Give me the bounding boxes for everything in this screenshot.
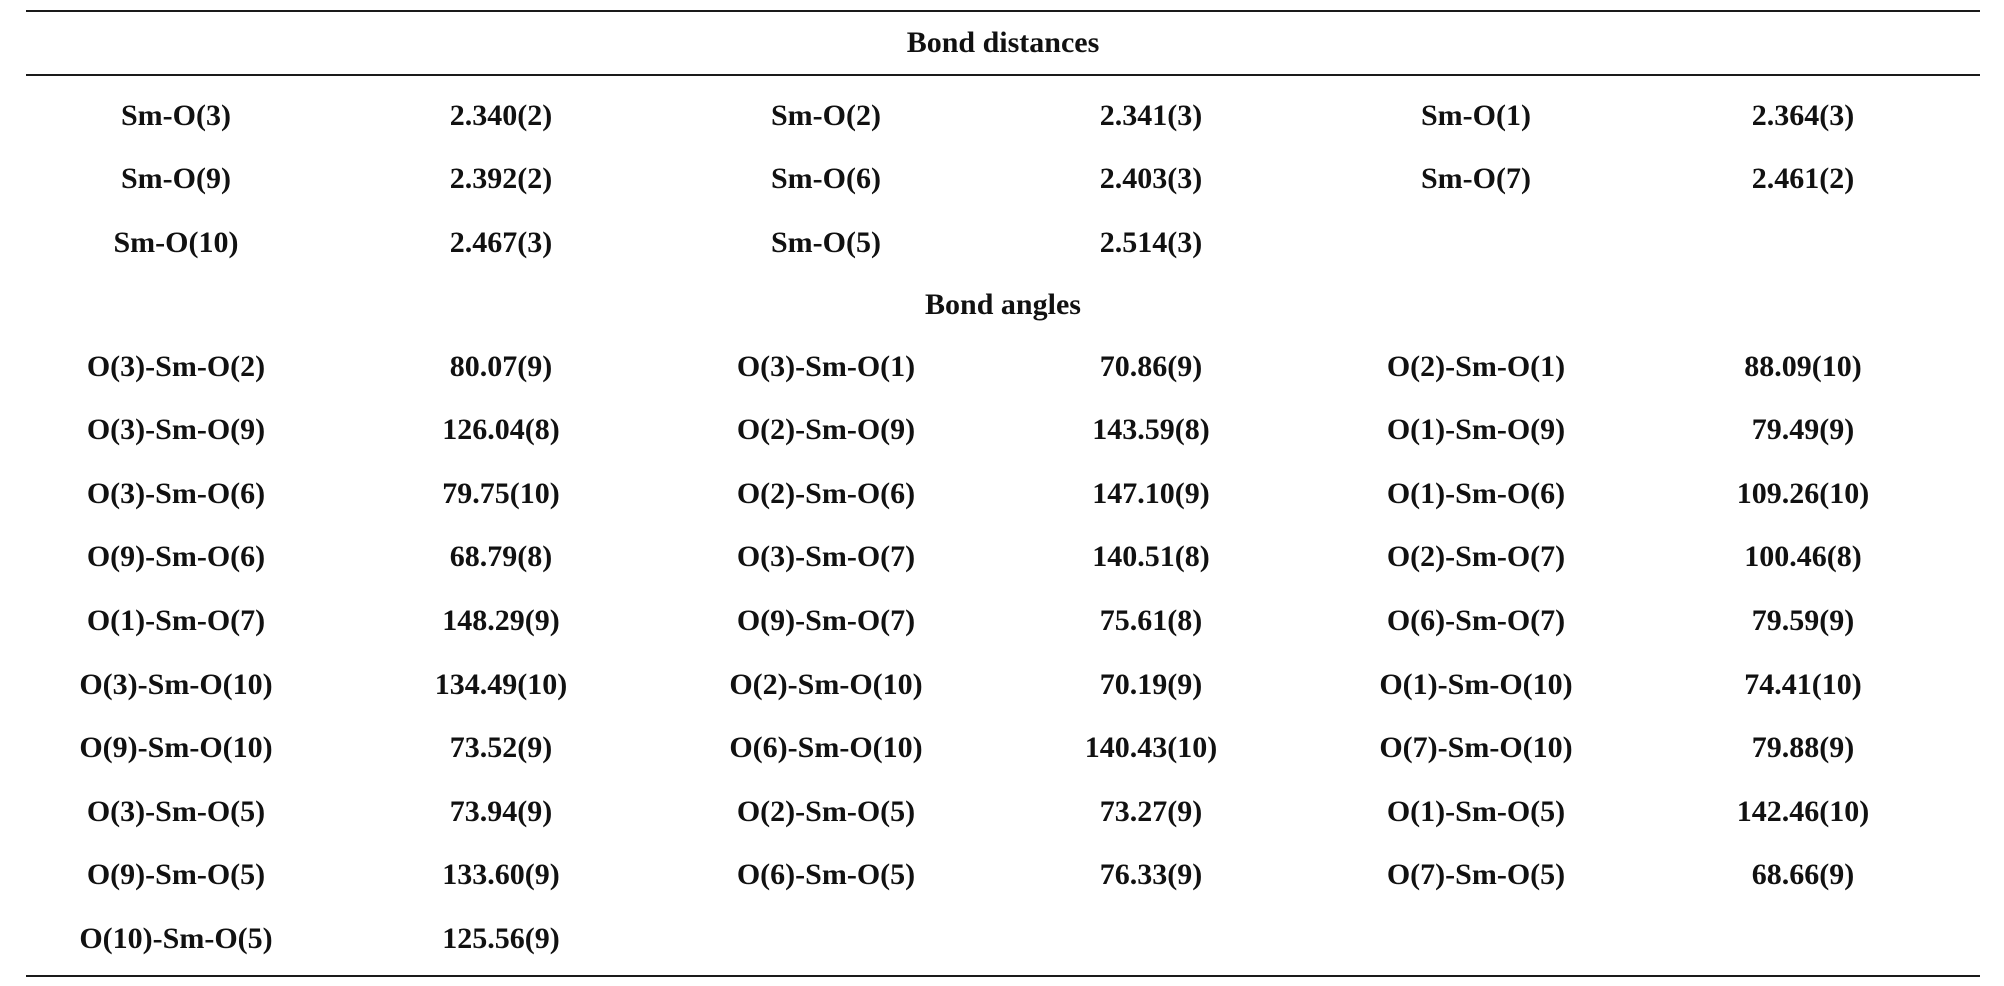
bond-angle-row: O(10)-Sm-O(5) 125.56(9) xyxy=(26,907,1980,971)
bond-angle-row: O(3)-Sm-O(2) 80.07(9) O(3)-Sm-O(1) 70.86(9)… xyxy=(26,335,1980,399)
bond-angles-section: O(3)-Sm-O(2) 80.07(9) O(3)-Sm-O(1) 70.86(9)… xyxy=(26,335,1980,971)
bond-value: 68.79(8) xyxy=(449,540,553,574)
bond-value: 126.04(8) xyxy=(442,413,560,447)
bond-label: O(3)-Sm-O(10) xyxy=(79,667,273,701)
bond-value: 140.51(8) xyxy=(1092,540,1210,574)
bond-distance-row: Sm-O(3) 2.340(2) Sm-O(2) 2.341(3) Sm-O(1) 2.3… xyxy=(26,84,1980,148)
bond-label: O(10)-Sm-O(5) xyxy=(79,921,273,955)
bond-value: 73.52(9) xyxy=(449,731,553,765)
bond-angle-row: O(9)-Sm-O(5) 133.60(9) O(6)-Sm-O(5) 76.33(9… xyxy=(26,844,1980,908)
bond-label: O(2)-Sm-O(7) xyxy=(1386,540,1566,574)
bond-value: 134.49(10) xyxy=(434,667,568,701)
bond-label: Sm-O(7) xyxy=(1421,162,1531,196)
bond-value: 147.10(9) xyxy=(1092,476,1210,510)
bond-label: Sm-O(5) xyxy=(771,225,881,259)
bond-label: O(9)-Sm-O(6) xyxy=(86,540,266,574)
bond-label: O(7)-Sm-O(5) xyxy=(1386,858,1566,892)
bond-label: O(9)-Sm-O(5) xyxy=(86,858,266,892)
bond-label: O(2)-Sm-O(9) xyxy=(736,413,916,447)
bond-label: O(6)-Sm-O(7) xyxy=(1386,603,1566,637)
bond-label: Sm-O(6) xyxy=(771,162,881,196)
bond-value: 142.46(10) xyxy=(1736,794,1870,828)
bond-angle-row: O(3)-Sm-O(6) 79.75(10) O(2)-Sm-O(6) 147.10(… xyxy=(26,462,1980,526)
bond-value: 70.19(9) xyxy=(1099,667,1203,701)
bond-value: 68.66(9) xyxy=(1751,858,1855,892)
bond-label: O(3)-Sm-O(7) xyxy=(736,540,916,574)
bond-value: 74.41(10) xyxy=(1744,667,1862,701)
bond-value: 2.341(3) xyxy=(1099,98,1203,132)
bond-label: Sm-O(1) xyxy=(1421,98,1531,132)
bond-angle-row: O(9)-Sm-O(10) 73.52(9) O(6)-Sm-O(10) 140.43… xyxy=(26,716,1980,780)
bond-distances-title: Bond distances xyxy=(906,26,1100,59)
bond-value: 80.07(9) xyxy=(449,349,553,383)
bond-value: 2.467(3) xyxy=(449,225,553,259)
bond-value: 88.09(10) xyxy=(1744,349,1862,383)
bond-label: Sm-O(9) xyxy=(121,162,231,196)
bond-value: 100.46(8) xyxy=(1744,540,1862,574)
bond-value: 109.26(10) xyxy=(1736,476,1870,510)
bond-angle-row: O(3)-Sm-O(5) 73.94(9) O(2)-Sm-O(5) 73.27(9)… xyxy=(26,780,1980,844)
bond-label: O(1)-Sm-O(5) xyxy=(1386,794,1566,828)
bottom-rule xyxy=(26,974,1980,977)
bond-angle-row: O(9)-Sm-O(6) 68.79(8) O(3)-Sm-O(7) 140.51(8… xyxy=(26,526,1980,590)
bond-value: 2.392(2) xyxy=(449,162,553,196)
bond-label: O(9)-Sm-O(10) xyxy=(79,731,273,765)
bond-value: 133.60(9) xyxy=(442,858,560,892)
bond-value: 2.364(3) xyxy=(1751,98,1855,132)
bond-table: Bond distances Sm-O(3) 2.340(2) Sm-O(2) 2.3… xyxy=(26,10,1980,977)
bond-label: O(2)-Sm-O(10) xyxy=(729,667,923,701)
bond-label: O(3)-Sm-O(1) xyxy=(736,349,916,383)
bond-distance-row: Sm-O(10) 2.467(3) Sm-O(5) 2.514(3) xyxy=(26,211,1980,275)
bond-distances-section: Sm-O(3) 2.340(2) Sm-O(2) 2.341(3) Sm-O(1) 2.3… xyxy=(26,84,1980,275)
bond-label: O(6)-Sm-O(10) xyxy=(729,731,923,765)
bond-label: O(3)-Sm-O(9) xyxy=(86,413,266,447)
bond-value: 140.43(10) xyxy=(1084,731,1218,765)
bond-label: O(9)-Sm-O(7) xyxy=(736,603,916,637)
bond-label: O(2)-Sm-O(1) xyxy=(1386,349,1566,383)
bond-value: 2.403(3) xyxy=(1099,162,1203,196)
bond-label: Sm-O(3) xyxy=(121,98,231,132)
bond-label: O(3)-Sm-O(5) xyxy=(86,794,266,828)
bond-label: O(2)-Sm-O(5) xyxy=(736,794,916,828)
bond-value: 79.59(9) xyxy=(1751,603,1855,637)
bond-value: 70.86(9) xyxy=(1099,349,1203,383)
bond-value: 2.461(2) xyxy=(1751,162,1855,196)
header-rule xyxy=(26,74,1980,76)
bond-label: O(3)-Sm-O(2) xyxy=(86,349,266,383)
bond-value: 73.27(9) xyxy=(1099,794,1203,828)
bond-value: 73.94(9) xyxy=(449,794,553,828)
bond-label: O(1)-Sm-O(6) xyxy=(1386,476,1566,510)
bond-value: 125.56(9) xyxy=(442,921,560,955)
bond-label: O(7)-Sm-O(10) xyxy=(1379,731,1573,765)
bond-label: O(6)-Sm-O(5) xyxy=(736,858,916,892)
bond-angle-row: O(3)-Sm-O(10) 134.49(10) O(2)-Sm-O(10) 70.1… xyxy=(26,653,1980,717)
bond-value: 143.59(8) xyxy=(1092,413,1210,447)
bond-angles-title: Bond angles xyxy=(925,287,1081,321)
bond-label: O(2)-Sm-O(6) xyxy=(736,476,916,510)
bond-value: 76.33(9) xyxy=(1099,858,1203,892)
bond-value: 79.88(9) xyxy=(1751,731,1855,765)
bond-value: 79.75(10) xyxy=(442,476,560,510)
bond-label: Sm-O(10) xyxy=(113,225,239,259)
bond-value: 75.61(8) xyxy=(1099,603,1203,637)
bond-label: O(1)-Sm-O(10) xyxy=(1379,667,1573,701)
bond-value: 2.514(3) xyxy=(1099,225,1203,259)
bond-angle-row: O(3)-Sm-O(9) 126.04(8) O(2)-Sm-O(9) 143.59(… xyxy=(26,398,1980,462)
bond-label: Sm-O(2) xyxy=(771,98,881,132)
bond-label: O(1)-Sm-O(7) xyxy=(86,603,266,637)
bond-value: 2.340(2) xyxy=(449,98,553,132)
bond-angle-row: O(1)-Sm-O(7) 148.29(9) O(9)-Sm-O(7) 75.61(8… xyxy=(26,589,1980,653)
bond-value: 79.49(9) xyxy=(1751,413,1855,447)
top-rule xyxy=(26,10,1980,12)
bond-value: 148.29(9) xyxy=(442,603,560,637)
bond-label: O(1)-Sm-O(9) xyxy=(1386,413,1566,447)
bond-distance-row: Sm-O(9) 2.392(2) Sm-O(6) 2.403(3) Sm-O(7) 2.4… xyxy=(26,148,1980,212)
bond-label: O(3)-Sm-O(6) xyxy=(86,476,266,510)
